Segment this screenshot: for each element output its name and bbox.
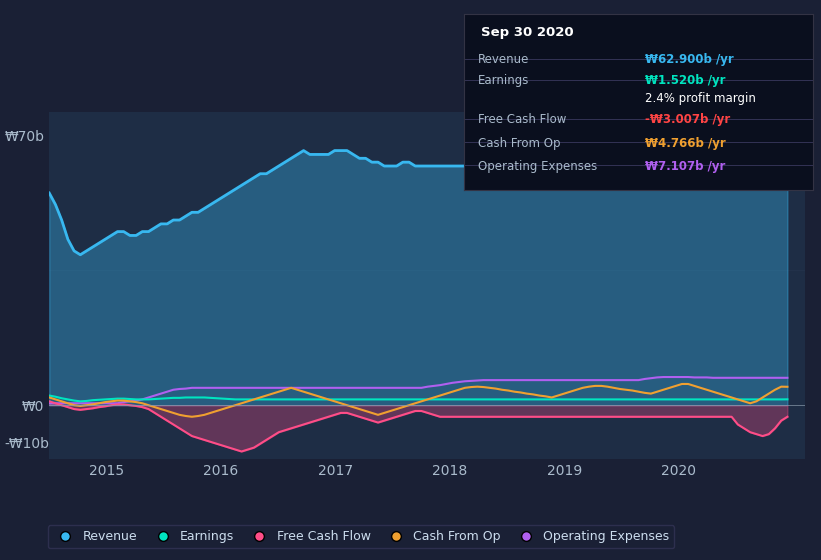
Text: -₩10b: -₩10b xyxy=(4,437,49,451)
Text: Cash From Op: Cash From Op xyxy=(478,138,560,151)
Text: ₩7.107b /yr: ₩7.107b /yr xyxy=(645,160,726,174)
Text: Earnings: Earnings xyxy=(478,74,530,87)
Text: ₩4.766b /yr: ₩4.766b /yr xyxy=(645,138,726,151)
Text: Operating Expenses: Operating Expenses xyxy=(478,160,597,174)
Text: ₩62.900b /yr: ₩62.900b /yr xyxy=(645,53,734,66)
Legend: Revenue, Earnings, Free Cash Flow, Cash From Op, Operating Expenses: Revenue, Earnings, Free Cash Flow, Cash … xyxy=(48,525,675,548)
Text: Sep 30 2020: Sep 30 2020 xyxy=(481,26,574,39)
Text: ₩1.520b /yr: ₩1.520b /yr xyxy=(645,74,726,87)
Text: Revenue: Revenue xyxy=(478,53,530,66)
Text: Free Cash Flow: Free Cash Flow xyxy=(478,113,566,126)
Text: -₩3.007b /yr: -₩3.007b /yr xyxy=(645,113,731,126)
Text: 2.4% profit margin: 2.4% profit margin xyxy=(645,92,756,105)
